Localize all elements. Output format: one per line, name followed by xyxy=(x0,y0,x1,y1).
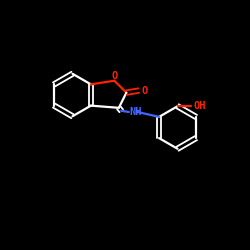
Text: OH: OH xyxy=(193,101,206,111)
Text: O: O xyxy=(142,86,148,96)
Text: O: O xyxy=(112,71,118,81)
Text: NH: NH xyxy=(129,107,142,117)
